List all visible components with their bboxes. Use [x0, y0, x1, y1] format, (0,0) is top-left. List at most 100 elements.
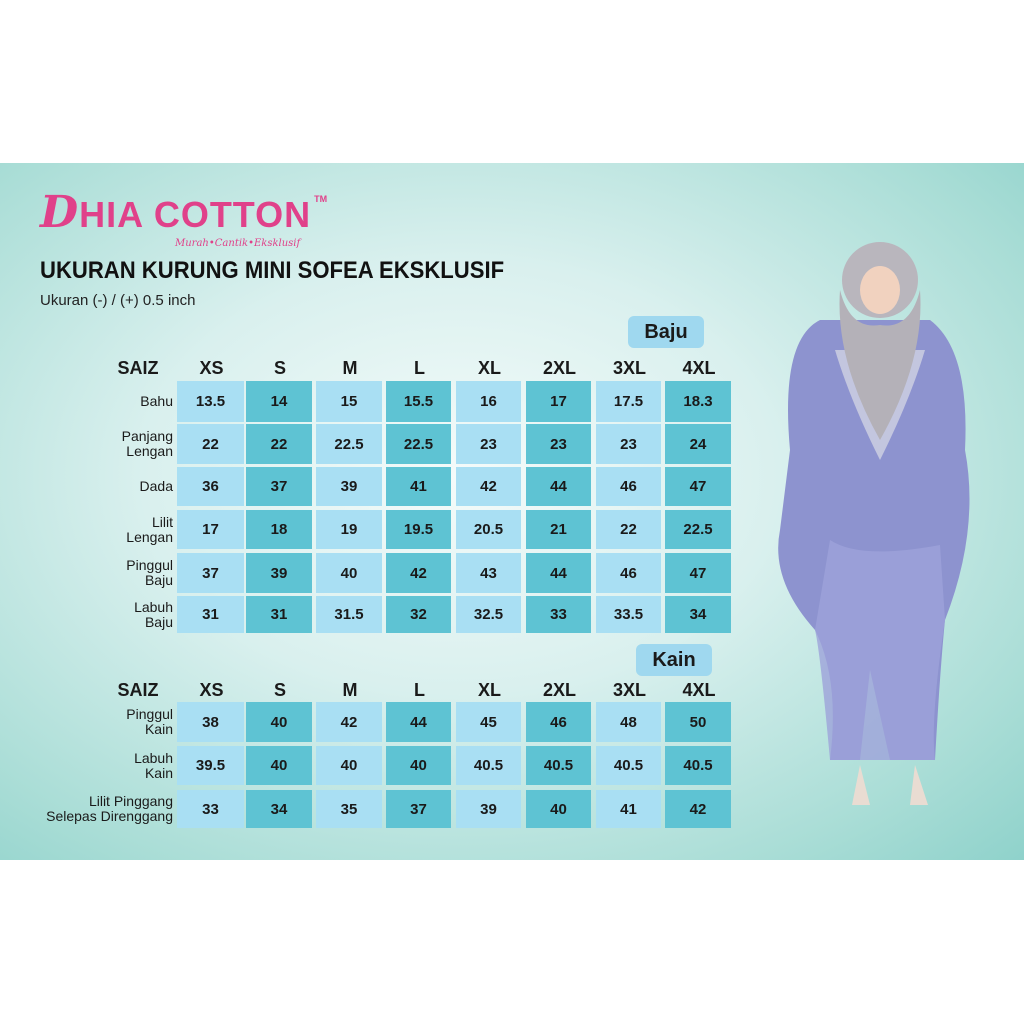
baju-cell: 36: [177, 467, 244, 506]
baju-cell: 44: [526, 553, 591, 593]
baju-size-header: 4XL: [682, 358, 716, 378]
row-label-line: Lengan: [126, 528, 173, 545]
kain-cell: 40.5: [526, 746, 591, 785]
kain-cell: 41: [596, 790, 661, 828]
baju-cell: 23: [456, 424, 521, 464]
baju-cell: 42: [386, 553, 451, 593]
kain-cell: 44: [386, 702, 451, 742]
baju-cell: 37: [177, 553, 244, 593]
row-label-line: Labuh: [134, 749, 173, 766]
kain-cell: 39.5: [177, 746, 244, 785]
baju-cell: 40: [316, 553, 382, 593]
row-label-line: Pinggul: [126, 706, 173, 722]
baju-cell: 17: [526, 381, 591, 422]
kain-size-header: XL: [477, 680, 501, 700]
baju-size-header: XS: [199, 358, 224, 378]
baju-cell: 33: [526, 596, 591, 633]
baju-cell: 24: [665, 424, 731, 464]
row-label-line: Lilit Pinggang: [88, 793, 173, 809]
baju-cell: 22: [596, 510, 661, 549]
kain-size-header: M: [342, 680, 358, 700]
kain-cell: 40: [246, 746, 312, 785]
baju-cell: 39: [316, 467, 382, 506]
kain-cell: 42: [665, 790, 731, 828]
baju-size-header: S: [273, 358, 286, 378]
baju-row-label: Panjang Lengan: [23, 429, 173, 459]
baju-size-header: 3XL: [612, 358, 646, 378]
row-label-line: Pinggul: [126, 557, 173, 573]
tagline: Murah•Cantik•Eksklusif: [175, 238, 301, 249]
baju-cell: 34: [665, 596, 731, 633]
baju-cell: 31.5: [316, 596, 382, 633]
baju-cell: 18.3: [665, 381, 731, 422]
row-label-line: Kain: [144, 721, 173, 737]
kain-cell: 35: [316, 790, 382, 828]
subtitle: Ukuran (-) / (+) 0.5 inch: [40, 292, 196, 309]
kain-cell: 40: [316, 746, 382, 785]
baju-cell: 15: [316, 381, 382, 422]
model-illustration: [740, 200, 1000, 845]
baju-row-label: Pinggul Baju: [23, 558, 173, 588]
kain-cell: 45: [456, 702, 521, 742]
baju-cell: 39: [246, 553, 312, 593]
baju-cell: 41: [386, 467, 451, 506]
baju-cell: 43: [456, 553, 521, 593]
baju-size-header: 2XL: [542, 358, 576, 378]
baju-cell: 31: [177, 596, 244, 633]
row-label-line: Baju: [144, 572, 173, 588]
row-label-line: Baju: [144, 613, 173, 630]
baju-cell: 32: [386, 596, 451, 633]
kain-cell: 40: [526, 790, 591, 828]
baju-row-label: Bahu: [23, 394, 173, 409]
baju-cell: 47: [665, 467, 731, 506]
kain-size-header: S: [273, 680, 286, 700]
kain-size-header: L: [414, 680, 425, 700]
baju-row-label: Lilit Lengan: [23, 513, 173, 545]
trademark: TM: [314, 194, 328, 204]
kain-cell: 48: [596, 702, 661, 742]
logo-initial: D: [40, 187, 80, 238]
row-label-line: Kain: [144, 764, 173, 781]
kain-cell: 39: [456, 790, 521, 828]
kain-cell: 50: [665, 702, 731, 742]
baju-cell: 16: [456, 381, 521, 422]
baju-cell: 44: [526, 467, 591, 506]
kain-cell: 40.5: [456, 746, 521, 785]
baju-cell: 17.5: [596, 381, 661, 422]
kain-cell: 40.5: [596, 746, 661, 785]
row-label-line: Lilit: [151, 513, 173, 530]
baju-cell: 19.5: [386, 510, 451, 549]
kain-saiz-header: SAIZ: [117, 680, 159, 700]
baju-cell: 42: [456, 467, 521, 506]
baju-cell: 22: [177, 424, 244, 464]
baju-cell: 46: [596, 553, 661, 593]
row-label-line: Panjang: [121, 428, 173, 444]
baju-cell: 22.5: [665, 510, 731, 549]
kain-size-header: 3XL: [612, 680, 646, 700]
kain-row-label: Lilit Pinggang Selepas Direnggang: [23, 794, 173, 824]
kain-cell: 40: [246, 702, 312, 742]
kain-row-label: Pinggul Kain: [23, 707, 173, 737]
baju-cell: 47: [665, 553, 731, 593]
baju-cell: 23: [526, 424, 591, 464]
baju-size-header: XL: [477, 358, 501, 378]
baju-cell: 46: [596, 467, 661, 506]
baju-cell: 22.5: [316, 424, 382, 464]
baju-cell: 18: [246, 510, 312, 549]
baju-cell: 20.5: [456, 510, 521, 549]
baju-saiz-header: SAIZ: [117, 358, 159, 378]
baju-cell: 13.5: [177, 381, 244, 422]
baju-row-label: Dada: [23, 479, 173, 494]
kain-cell: 40: [386, 746, 451, 785]
kain-row-label: Labuh Kain: [23, 749, 173, 781]
kain-cell: 40.5: [665, 746, 731, 785]
page-title: UKURAN KURUNG MINI SOFEA EKSKLUSIF: [40, 257, 505, 284]
baju-cell: 14: [246, 381, 312, 422]
row-label-line: Lengan: [126, 443, 173, 459]
kain-cell: 33: [177, 790, 244, 828]
baju-section-badge: Baju: [628, 316, 704, 348]
baju-cell: 33.5: [596, 596, 661, 633]
kain-size-header: XS: [199, 680, 224, 700]
kain-cell: 38: [177, 702, 244, 742]
baju-cell: 22: [246, 424, 312, 464]
